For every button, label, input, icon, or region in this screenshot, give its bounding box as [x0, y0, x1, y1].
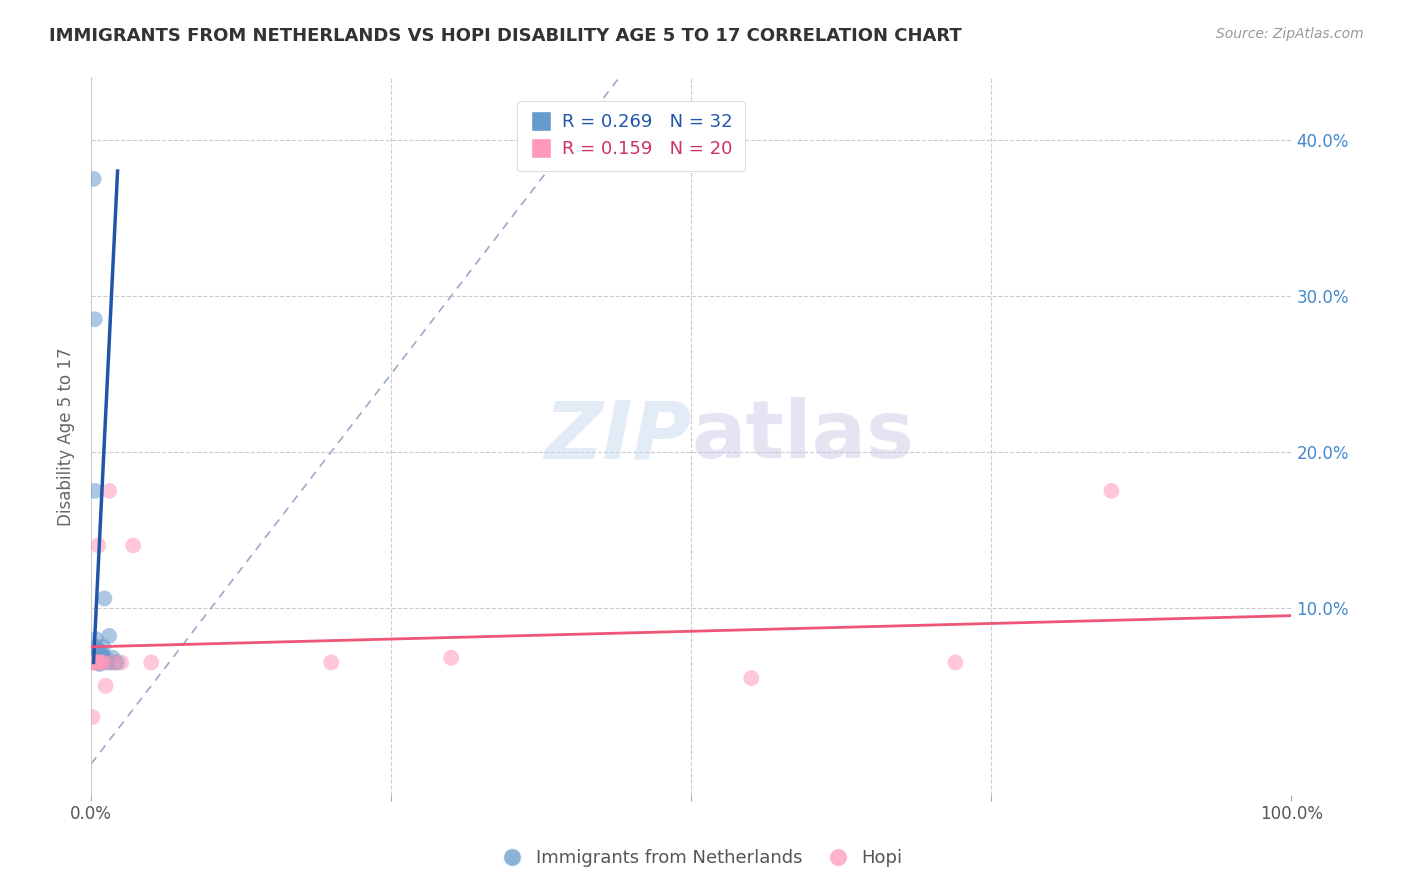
- Point: [87, 644, 110, 658]
- Point: [94, 679, 117, 693]
- Point: [82, 710, 104, 724]
- Point: [87, 656, 110, 670]
- Point: [96, 656, 118, 670]
- Point: [91, 650, 114, 665]
- Point: [84, 632, 107, 646]
- Point: [84, 656, 107, 670]
- Point: [83, 171, 105, 186]
- Point: [89, 650, 111, 665]
- Legend: Immigrants from Netherlands, Hopi: Immigrants from Netherlands, Hopi: [496, 842, 910, 874]
- Point: [91, 640, 114, 654]
- Point: [83, 656, 105, 670]
- Point: [141, 656, 163, 670]
- Point: [86, 650, 108, 665]
- Text: IMMIGRANTS FROM NETHERLANDS VS HOPI DISABILITY AGE 5 TO 17 CORRELATION CHART: IMMIGRANTS FROM NETHERLANDS VS HOPI DISA…: [49, 27, 962, 45]
- Point: [122, 538, 145, 552]
- Point: [91, 648, 114, 662]
- Point: [84, 640, 107, 654]
- Point: [86, 656, 108, 670]
- Point: [98, 629, 121, 643]
- Point: [104, 656, 127, 670]
- Point: [101, 656, 124, 670]
- Point: [89, 657, 111, 671]
- Point: [1099, 483, 1122, 498]
- Point: [86, 644, 108, 658]
- Point: [86, 656, 108, 670]
- Point: [740, 671, 762, 685]
- Text: ZIP: ZIP: [544, 397, 692, 475]
- Point: [90, 650, 112, 665]
- Point: [91, 656, 114, 670]
- Point: [89, 650, 111, 665]
- Text: atlas: atlas: [692, 397, 914, 475]
- Point: [84, 656, 107, 670]
- Point: [87, 650, 110, 665]
- Point: [90, 644, 112, 658]
- Point: [83, 312, 105, 326]
- Point: [87, 656, 110, 670]
- Legend: R = 0.269   N = 32, R = 0.159   N = 20: R = 0.269 N = 32, R = 0.159 N = 20: [517, 101, 745, 171]
- Point: [101, 650, 124, 665]
- Point: [83, 656, 105, 670]
- Point: [440, 650, 463, 665]
- Point: [83, 483, 105, 498]
- Point: [87, 538, 110, 552]
- Point: [107, 656, 129, 670]
- Point: [91, 650, 114, 665]
- Point: [86, 650, 108, 665]
- Point: [93, 591, 115, 606]
- Point: [90, 656, 112, 670]
- Point: [98, 656, 121, 670]
- Text: Source: ZipAtlas.com: Source: ZipAtlas.com: [1216, 27, 1364, 41]
- Point: [94, 650, 117, 665]
- Point: [110, 656, 132, 670]
- Point: [943, 656, 966, 670]
- Point: [91, 656, 114, 670]
- Y-axis label: Disability Age 5 to 17: Disability Age 5 to 17: [58, 347, 75, 525]
- Point: [98, 483, 121, 498]
- Point: [89, 656, 111, 670]
- Point: [321, 656, 343, 670]
